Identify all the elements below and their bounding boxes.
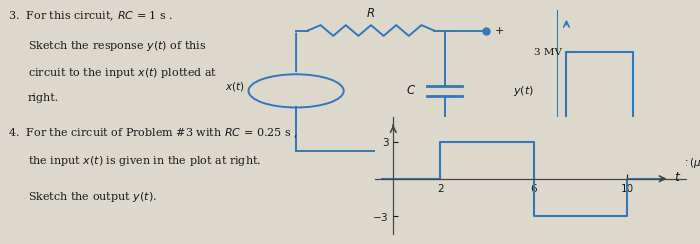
Text: $y(t)$: $y(t)$ xyxy=(513,84,534,98)
Text: Sketch the response $y(t)$ of this: Sketch the response $y(t)$ of this xyxy=(28,39,206,53)
Text: the input $x(t)$ is given in the plot at right.: the input $x(t)$ is given in the plot at… xyxy=(28,154,261,168)
Text: 3.  For this circuit, $RC$ = 1 s .: 3. For this circuit, $RC$ = 1 s . xyxy=(8,10,174,23)
Text: $t$: $t$ xyxy=(674,171,682,184)
Text: Sketch the output $y(t)$.: Sketch the output $y(t)$. xyxy=(28,190,157,204)
Text: circuit to the input $x(t)$ plotted at: circuit to the input $x(t)$ plotted at xyxy=(28,66,217,80)
Text: right.: right. xyxy=(28,93,60,103)
Text: $x(t)$: $x(t)$ xyxy=(225,80,245,92)
Text: $R$: $R$ xyxy=(367,7,375,20)
Text: $C$: $C$ xyxy=(406,84,416,97)
Text: +: + xyxy=(495,26,504,35)
Text: $t\ (\mu s)$: $t\ (\mu s)$ xyxy=(682,156,700,170)
Text: 3 MV: 3 MV xyxy=(535,48,563,57)
Text: 4.  For the circuit of Problem #3 with $RC$ = 0.25 s ,: 4. For the circuit of Problem #3 with $R… xyxy=(8,127,298,141)
Text: $-$: $-$ xyxy=(495,139,505,149)
